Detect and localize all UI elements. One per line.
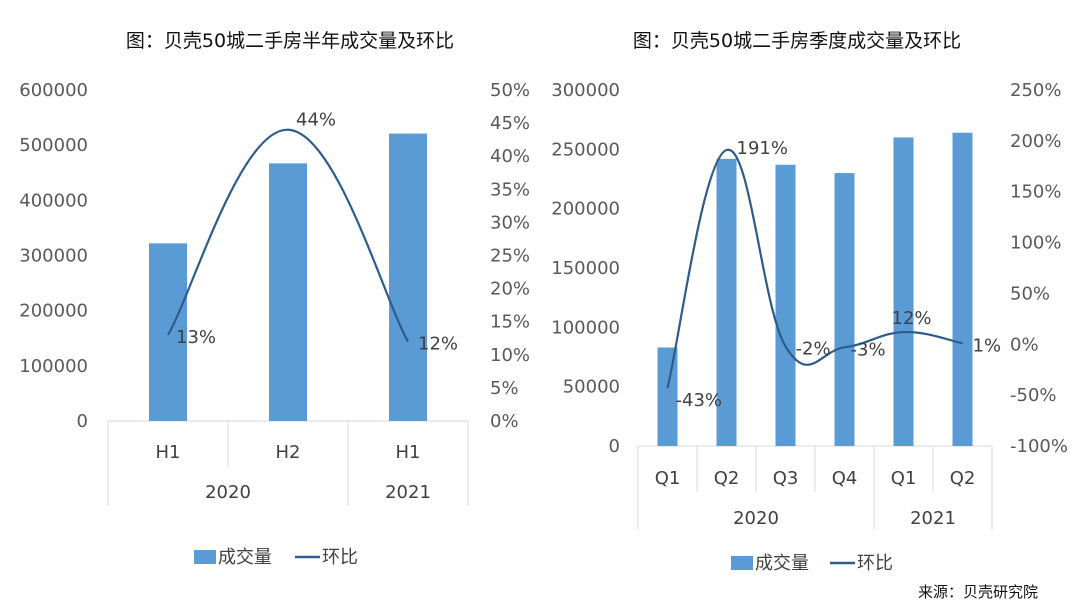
right-tick-label: 15% (490, 312, 530, 333)
left-tick-label: 200000 (551, 199, 620, 220)
bar-series (149, 133, 427, 421)
left-tick-label: 300000 (19, 246, 88, 267)
right-tick-label: 200% (1010, 131, 1061, 152)
source-note: 来源：贝壳研究院 (918, 583, 1038, 601)
bar (657, 347, 678, 446)
right-tick-label: 25% (490, 246, 530, 267)
line-series (167, 128, 409, 343)
category-label: Q1 (655, 468, 681, 489)
ratio-line (167, 128, 409, 343)
data-labels: 13% 44% 12% (176, 110, 458, 355)
category-label: Q1 (891, 468, 917, 489)
group-labels: 2020 2021 (733, 508, 956, 529)
legend-bar-label: 成交量 (755, 553, 809, 574)
right-tick-label: 0% (1010, 334, 1039, 355)
bar-series (657, 132, 973, 447)
right-tick-label: -50% (1010, 385, 1057, 406)
bar (389, 133, 427, 421)
quarterly-chart: 图：贝壳50城二手房季度成交量及环比 0 50000 100000 150000 200… (551, 30, 1068, 574)
category-label: Q4 (832, 468, 858, 489)
left-tick-label: 400000 (19, 190, 88, 211)
group-label: 2021 (910, 508, 956, 529)
chart-title: 图：贝壳50城二手房半年成交量及环比 (126, 30, 454, 52)
right-tick-label: -100% (1010, 436, 1068, 457)
line-data-label: 1% (973, 335, 1002, 356)
left-tick-label: 250000 (551, 139, 620, 160)
left-tick-label: 100000 (551, 317, 620, 338)
group-label: 2020 (733, 508, 779, 529)
bar (834, 173, 855, 447)
right-tick-label: 50% (1010, 283, 1050, 304)
right-axis: -100% -50% 0% 50% 100% 150% 200% 250% (1010, 80, 1068, 457)
right-tick-label: 35% (490, 179, 530, 200)
line-data-label: -3% (851, 339, 886, 360)
left-tick-label: 150000 (551, 258, 620, 279)
line-data-label: 191% (737, 138, 788, 159)
left-tick-label: 600000 (19, 80, 88, 101)
category-labels: Q1 Q2 Q3 Q4 Q1 Q2 (655, 468, 976, 489)
legend: 成交量 环比 (194, 547, 358, 568)
line-series (666, 148, 963, 389)
left-tick-label: 0 (609, 436, 620, 457)
group-label: 2020 (205, 482, 251, 503)
category-labels: H1 H2 H1 (156, 442, 421, 463)
line-data-label: -43% (676, 390, 723, 411)
legend: 成交量 环比 (731, 553, 893, 574)
legend-line-label: 环比 (857, 553, 893, 574)
right-tick-label: 45% (490, 113, 530, 134)
right-tick-label: 150% (1010, 182, 1061, 203)
bar (775, 164, 796, 446)
bar (952, 132, 973, 446)
right-tick-label: 100% (1010, 233, 1061, 254)
right-tick-label: 250% (1010, 80, 1061, 101)
category-axis (637, 445, 993, 530)
bar (716, 158, 737, 446)
right-tick-label: 30% (490, 212, 530, 233)
right-axis: 0% 5% 10% 15% 20% 25% 30% 35% 40% 45% 50% (490, 80, 530, 432)
legend-bar-swatch (731, 556, 753, 570)
chart-title: 图：贝壳50城二手房季度成交量及环比 (633, 30, 961, 52)
line-data-label: 12% (418, 334, 458, 355)
right-tick-label: 0% (490, 411, 519, 432)
half-year-chart: 图：贝壳50城二手房半年成交量及环比 0 100000 200000 300000 40… (19, 30, 530, 568)
category-label: H1 (396, 442, 421, 463)
left-axis: 0 50000 100000 150000 200000 250000 300000 (551, 80, 620, 457)
left-tick-label: 50000 (563, 377, 620, 398)
left-axis: 0 100000 200000 300000 400000 500000 600000 (19, 80, 88, 432)
bar (269, 163, 307, 421)
right-tick-label: 20% (490, 279, 530, 300)
data-labels: -43% 191% -2% -3% 12% 1% (676, 138, 1002, 411)
legend-line-label: 环比 (322, 547, 358, 568)
line-data-label: 44% (296, 110, 336, 131)
ratio-line (666, 148, 963, 389)
group-label: 2021 (385, 482, 431, 503)
line-data-label: 13% (176, 327, 216, 348)
group-labels: 2020 2021 (205, 482, 431, 503)
category-label: Q2 (714, 468, 740, 489)
category-label: Q3 (773, 468, 799, 489)
right-tick-label: 10% (490, 345, 530, 366)
right-tick-label: 5% (490, 378, 519, 399)
left-tick-label: 200000 (19, 301, 88, 322)
category-label: H2 (276, 442, 301, 463)
category-label: H1 (156, 442, 181, 463)
right-tick-label: 50% (490, 80, 530, 101)
bar (893, 137, 914, 446)
legend-bar-swatch (194, 550, 216, 564)
left-tick-label: 100000 (19, 356, 88, 377)
line-data-label: 12% (892, 308, 932, 329)
bar (149, 243, 187, 421)
left-tick-label: 300000 (551, 80, 620, 101)
legend-bar-label: 成交量 (218, 547, 272, 568)
category-label: Q2 (950, 468, 976, 489)
left-tick-label: 0 (77, 411, 88, 432)
line-data-label: -2% (796, 338, 831, 359)
right-tick-label: 40% (490, 146, 530, 167)
left-tick-label: 500000 (19, 135, 88, 156)
